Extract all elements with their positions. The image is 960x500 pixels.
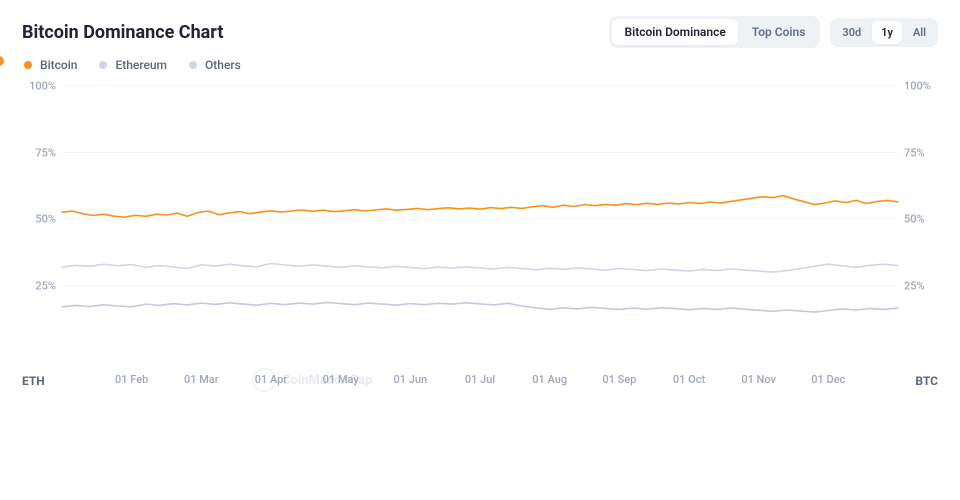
legend-label-ethereum: Ethereum (115, 58, 167, 72)
xaxis-label: 01 Feb (115, 373, 148, 386)
yaxis-label-right-50: 50% (904, 213, 938, 226)
xaxis-label: 01 Sep (602, 373, 636, 386)
series-line-ethereum (62, 303, 898, 313)
chart-header: Bitcoin Dominance Chart Bitcoin Dominanc… (22, 16, 938, 48)
yaxis-label-left-50: 50% (22, 213, 56, 226)
right-axis-tag: BTC (915, 374, 938, 388)
xaxis-label: 01 Jun (394, 373, 428, 386)
yaxis-label-right-25: 25% (904, 279, 938, 292)
legend-swatch-bitcoin (24, 61, 32, 69)
xaxis-label: 01 Nov (741, 373, 776, 386)
xaxis-label: 01 Apr (255, 373, 288, 386)
xaxis-label: 01 Aug (532, 373, 567, 386)
legend-label-bitcoin: Bitcoin (40, 58, 77, 72)
yaxis-label-right-75: 75% (904, 146, 938, 159)
yaxis-label-left-75: 75% (22, 146, 56, 159)
legend-swatch-ethereum (99, 61, 107, 69)
tab-range-30d[interactable]: 30d (833, 21, 870, 44)
bitcoin-dot-indicator (0, 56, 4, 66)
left-axis-tag: ETH (22, 374, 45, 388)
legend-swatch-others (189, 61, 197, 69)
tab-view-bitcoin-dominance[interactable]: Bitcoin Dominance (612, 19, 737, 45)
xaxis-label: 01 May (323, 373, 359, 386)
range-tabs: 30d1yAll (830, 18, 938, 47)
yaxis-label-left-25: 25% (22, 279, 56, 292)
chart-title: Bitcoin Dominance Chart (22, 22, 223, 43)
series-line-bitcoin (62, 196, 898, 218)
xaxis-label: 01 Oct (673, 373, 705, 386)
xaxis-label: 01 Jul (465, 373, 495, 386)
tab-range-1y[interactable]: 1y (872, 21, 902, 44)
tab-range-all[interactable]: All (904, 21, 935, 44)
chart-area: ETH BTC CoinMarketCap 100%100%75%75%50%5… (22, 80, 938, 410)
xaxis-label: 01 Mar (184, 373, 219, 386)
yaxis-label-left-100: 100% (22, 80, 56, 93)
tab-view-top-coins[interactable]: Top Coins (740, 19, 818, 45)
chart-controls: Bitcoin DominanceTop Coins 30d1yAll (609, 16, 938, 48)
series-line-others (62, 263, 898, 272)
legend-item-bitcoin[interactable]: Bitcoin (24, 58, 77, 72)
legend-label-others: Others (205, 58, 241, 72)
yaxis-label-right-100: 100% (904, 80, 938, 93)
legend-item-ethereum[interactable]: Ethereum (99, 58, 167, 72)
chart-legend: Bitcoin Ethereum Others (22, 58, 938, 72)
xaxis-label: 01 Dec (811, 373, 845, 386)
legend-item-others[interactable]: Others (189, 58, 241, 72)
view-tabs: Bitcoin DominanceTop Coins (609, 16, 820, 48)
chart-svg (22, 80, 938, 410)
